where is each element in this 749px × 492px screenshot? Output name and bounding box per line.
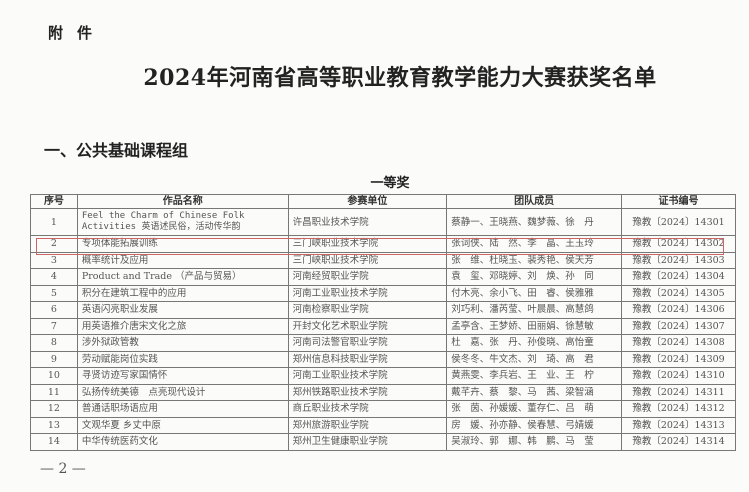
award-table: 序号 作品名称 参赛单位 团队成员 证书编号 1 Feel the Charm of Ch… <box>30 194 736 451</box>
cell-certificate-number: 豫教〔2024〕14309 <box>621 350 736 368</box>
table-header-row: 序号 作品名称 参赛单位 团队成员 证书编号 <box>30 194 736 209</box>
header-institution: 参赛单位 <box>287 194 448 209</box>
cell-index: 14 <box>30 433 78 451</box>
cell-certificate-number: 豫教〔2024〕14306 <box>621 301 736 319</box>
cell-team-members: 吴淑玲、郭 娜、韩 鹏、马 莹 <box>446 433 623 451</box>
table-row: 14 中华传统医药文化 郑州卫生健康职业学院 吴淑玲、郭 娜、韩 鹏、马 莹豫教〔20… <box>30 433 736 451</box>
table-row: 13 文观华夏 乡丈中原 郑州旅游职业学院房 媛、孙亦静、侯春慧、弓婧媛 豫教〔202… <box>30 416 736 434</box>
cell-index: 7 <box>30 317 78 335</box>
cell-index: 4 <box>30 268 78 286</box>
cell-team-members: 袁 玺、邓晓婷、刘 焕、孙 同 <box>446 268 623 286</box>
cell-index: 10 <box>30 367 78 385</box>
table-row: 4 Product and Trade （产品与贸易） 河南经贸职业学院袁 玺、邓晓… <box>30 268 736 286</box>
cell-work-title: 寻贤访迹写家国情怀 <box>76 367 289 385</box>
cell-work-title: 涉外狱政管教 <box>76 334 289 352</box>
cell-work-title: 英语闪亮职业发展 <box>76 301 289 319</box>
table-row: 5 积分在建筑工程中的应用 河南工业职业技术学院 付木亮、余小飞、田 睿、侯雅雅 豫教〔… <box>30 284 736 302</box>
table-row: 3 概率统计及应用 三门峡职业技术学院张 维、杜晓玉、裴秀艳、侯天芳 豫教〔2024〕… <box>30 251 736 269</box>
cell-index: 1 <box>30 208 78 236</box>
cell-institution: 河南工业职业技术学院 <box>287 284 448 302</box>
prize-level-heading: 一等奖 <box>370 176 410 191</box>
table-row: 6 英语闪亮职业发展 河南检察职业学院 刘巧利、潘芮莹、叶晨晨、高慧鸽 豫教〔2024〕… <box>30 301 736 319</box>
cell-work-title: 用英语推介唐宋文化之旅 <box>76 317 289 335</box>
cell-institution: 郑州卫生健康职业学院 <box>287 433 448 451</box>
table-row: 1 Feel the Charm of Chinese Folk Activiti… <box>30 208 736 236</box>
cell-index: 5 <box>30 284 78 302</box>
cell-institution: 开封文化艺术职业学院 <box>287 317 448 335</box>
table-row: 11 弘扬传统美德 点亮现代设计 郑州铁路职业技术学院 戴芊卉、蔡 黎、马 茜、梁智涵… <box>30 383 736 401</box>
cell-team-members: 张 茵、孙媛媛、董存仁、吕 萌 <box>446 400 623 418</box>
cell-team-members: 杜 嘉、张 丹、孙俊晓、高怡童 <box>446 334 623 352</box>
cell-index: 11 <box>30 383 78 401</box>
cell-work-title: 劳动赋能岗位实践 <box>76 350 289 368</box>
header-team-members: 团队成员 <box>446 194 623 209</box>
cell-certificate-number: 豫教〔2024〕14304 <box>621 268 736 286</box>
table-row: 8 涉外狱政管教 河南司法警官职业学院杜 嘉、张 丹、孙俊晓、高怡童 豫教〔2024〕… <box>30 334 736 352</box>
cell-institution: 郑州旅游职业学院 <box>287 416 448 434</box>
cell-institution: 郑州铁路职业技术学院 <box>287 383 448 401</box>
cell-work-title: 中华传统医药文化 <box>76 433 289 451</box>
cell-certificate-number: 豫教〔2024〕14301 <box>621 208 736 236</box>
page-number: — 2 — <box>40 461 86 477</box>
table-row: 7 用英语推介唐宋文化之旅 开封文化艺术职业学院 孟亭含、王梦娇、田丽娟、徐慧敏 豫教〔… <box>30 317 736 335</box>
attachment-label: 附件 <box>48 24 107 42</box>
cell-team-members: 房 媛、孙亦静、侯春慧、弓婧媛 <box>446 416 623 434</box>
cell-team-members: 黄燕雯、李兵岩、王 业、王 柠 <box>446 367 623 385</box>
cell-index: 13 <box>30 416 78 434</box>
cell-work-title: 普通话职场语应用 <box>76 400 289 418</box>
cell-certificate-number: 豫教〔2024〕14314 <box>621 433 736 451</box>
cell-institution: 河南经贸职业学院 <box>287 268 448 286</box>
cell-index: 8 <box>30 334 78 352</box>
header-work-title: 作品名称 <box>76 194 289 209</box>
cell-team-members: 孟亭含、王梦娇、田丽娟、徐慧敏 <box>446 317 623 335</box>
cell-team-members: 侯冬冬、牛文杰、刘 琦、高 君 <box>446 350 623 368</box>
cell-institution: 许昌职业技术学院 <box>287 208 448 236</box>
cell-team-members: 付木亮、余小飞、田 睿、侯雅雅 <box>446 284 623 302</box>
cell-work-title: 弘扬传统美德 点亮现代设计 <box>76 383 289 401</box>
table-row: 10 寻贤访迹写家国情怀 河南工业职业技术学院 黄燕雯、李兵岩、王 业、王 柠豫教〔2… <box>30 367 736 385</box>
cell-index: 12 <box>30 400 78 418</box>
cell-work-title: Product and Trade （产品与贸易） <box>76 268 289 286</box>
cell-certificate-number: 豫教〔2024〕14312 <box>621 400 736 418</box>
header-index: 序号 <box>30 194 78 209</box>
section-heading: 一、公共基础课程组 <box>44 141 189 160</box>
document-title: 2024年河南省高等职业教育教学能力大赛获奖名单 <box>143 65 657 91</box>
table-row: 12 普通话职场语应用 商丘职业技术学院张 茵、孙媛媛、董存仁、吕 萌豫教〔2024… <box>30 400 736 418</box>
table-row: 9 劳动赋能岗位实践 郑州信息科技职业学院 侯冬冬、牛文杰、刘 琦、高 君豫教〔202… <box>30 350 736 368</box>
cell-certificate-number: 豫教〔2024〕14313 <box>621 416 736 434</box>
cell-team-members: 蔡静一、王晓燕、魏梦薇、徐 丹 <box>446 208 623 236</box>
header-certificate-number: 证书编号 <box>621 194 736 209</box>
table-row: 2 专项体能拓展训练 三门峡职业技术学院 张词侠、陆 然、李 晶、王玉玲 豫教〔2024… <box>30 235 736 253</box>
row-highlight-box <box>36 238 724 255</box>
cell-certificate-number: 豫教〔2024〕14307 <box>621 317 736 335</box>
cell-certificate-number: 豫教〔2024〕14305 <box>621 284 736 302</box>
cell-work-title: 文观华夏 乡丈中原 <box>76 416 289 434</box>
cell-certificate-number: 豫教〔2024〕14310 <box>621 367 736 385</box>
cell-certificate-number: 豫教〔2024〕14308 <box>621 334 736 352</box>
cell-team-members: 戴芊卉、蔡 黎、马 茜、梁智涵 <box>446 383 623 401</box>
cell-index: 6 <box>30 301 78 319</box>
cell-work-title: Feel the Charm of Chinese Folk Activitie… <box>76 208 289 236</box>
cell-index: 9 <box>30 350 78 368</box>
cell-institution: 郑州信息科技职业学院 <box>287 350 448 368</box>
cell-institution: 河南工业职业技术学院 <box>287 367 448 385</box>
cell-team-members: 刘巧利、潘芮莹、叶晨晨、高慧鸽 <box>446 301 623 319</box>
cell-institution: 河南检察职业学院 <box>287 301 448 319</box>
cell-certificate-number: 豫教〔2024〕14311 <box>621 383 736 401</box>
cell-work-title: 积分在建筑工程中的应用 <box>76 284 289 302</box>
cell-institution: 商丘职业技术学院 <box>287 400 448 418</box>
cell-institution: 河南司法警官职业学院 <box>287 334 448 352</box>
